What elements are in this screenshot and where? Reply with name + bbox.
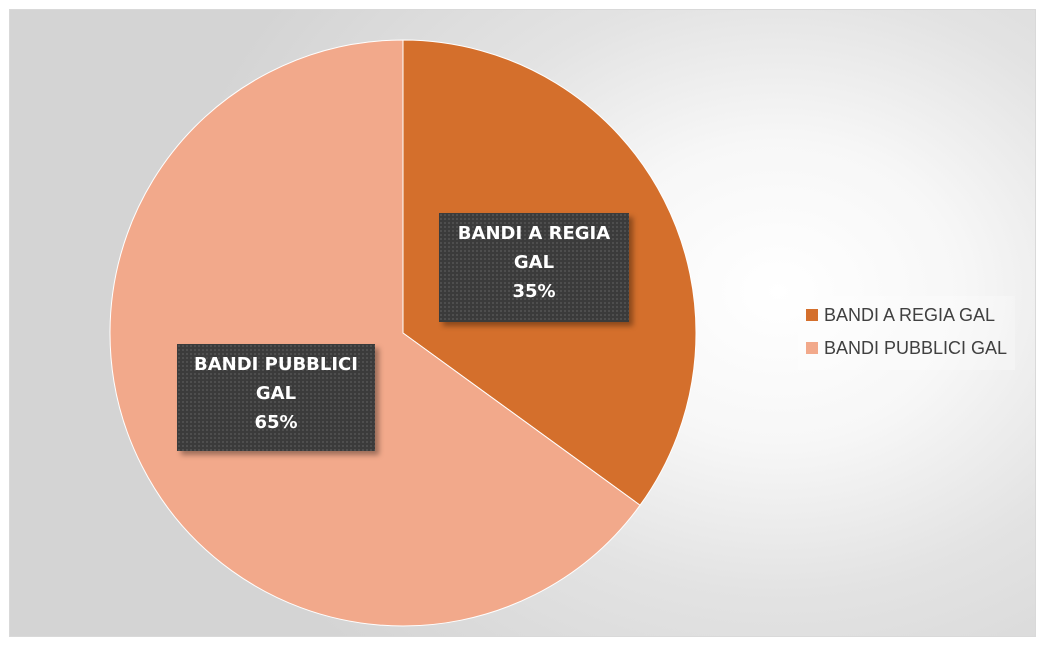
legend-item-bandi-a-regia-gal: BANDI A REGIA GAL: [806, 300, 1007, 330]
legend-item-bandi-pubblici-gal: BANDI PUBBLICI GAL: [806, 333, 1007, 363]
legend-label: BANDI A REGIA GAL: [824, 304, 996, 325]
data-label-bandi-pubblici-gal: BANDI PUBBLICI GAL 65%: [177, 344, 375, 451]
legend: BANDI A REGIA GAL BANDI PUBBLICI GAL: [798, 296, 1016, 370]
data-label-name-line-1: BANDI PUBBLICI: [194, 354, 358, 375]
pie-slice-bandi-pubblici-gal: [109, 39, 641, 627]
data-label-bandi-a-regia-gal: BANDI A REGIA GAL 35%: [439, 213, 629, 322]
data-label-name-line-2: GAL: [513, 252, 555, 273]
legend-swatch: [806, 309, 818, 321]
data-label-value: 65%: [254, 412, 298, 433]
data-label-value: 35%: [512, 281, 556, 302]
legend-swatch: [806, 342, 818, 354]
legend-label: BANDI PUBBLICI GAL: [824, 337, 1008, 358]
chart-area: BANDI A REGIA GAL 35% BANDI PUBBLICI GAL…: [9, 9, 1036, 637]
data-label-name-line-2: GAL: [255, 383, 297, 404]
data-label-name-line-1: BANDI A REGIA: [457, 223, 611, 244]
pie-slices: [109, 39, 697, 627]
